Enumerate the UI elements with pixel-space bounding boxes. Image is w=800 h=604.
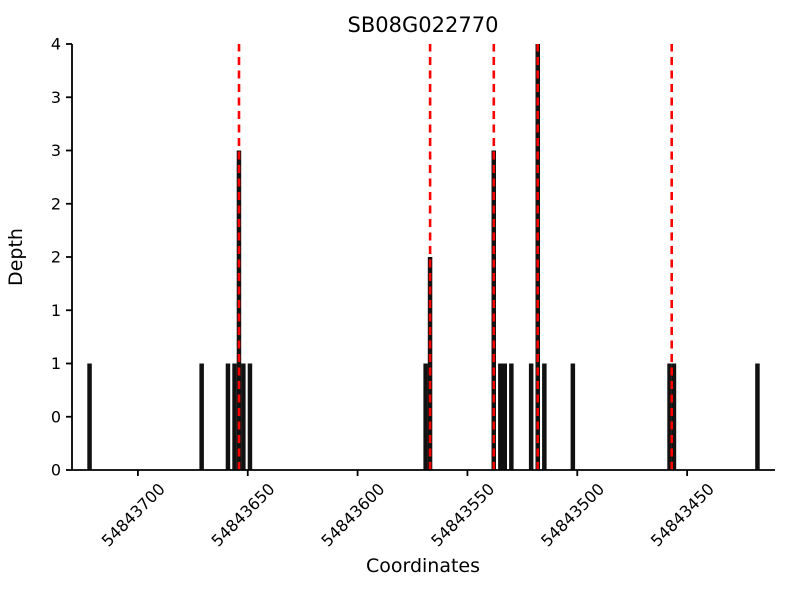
depth-bar <box>427 257 433 470</box>
y-tick-label: 0 <box>51 407 61 426</box>
depth-bar <box>755 363 760 470</box>
y-tick-label: 2 <box>51 248 61 267</box>
depth-bar <box>423 363 428 470</box>
depth-bar <box>491 150 496 470</box>
x-tick-label: 54843550 <box>427 479 498 550</box>
depth-bar <box>225 363 231 470</box>
axes-layer: 0 0 1 1 2 2 3 3 4 54843700 54843650 54843600 5484355… <box>51 35 775 550</box>
x-tick-label: 54843650 <box>208 479 279 550</box>
y-tick-label: 3 <box>51 141 61 160</box>
depth-bar <box>535 44 540 470</box>
depth-bar <box>236 150 242 470</box>
depth-bar <box>502 363 507 470</box>
chart-title: SB08G022770 <box>348 13 499 37</box>
marker-lines-layer <box>237 44 674 470</box>
y-tick-label: 0 <box>51 461 61 480</box>
y-tick-label: 1 <box>51 354 61 373</box>
depth-bar <box>232 363 237 470</box>
depth-bar <box>671 363 677 470</box>
y-tick-label: 1 <box>51 301 61 320</box>
depth-bar <box>87 363 92 470</box>
depth-bar <box>241 363 246 470</box>
depth-bar <box>498 363 503 470</box>
x-axis-label: Coordinates <box>366 555 480 577</box>
x-tick-label: 54843500 <box>537 479 608 550</box>
bars-layer <box>87 44 760 470</box>
y-tick-label: 3 <box>51 88 61 107</box>
depth-bar <box>199 363 204 470</box>
x-tick-label: 54843450 <box>647 479 718 550</box>
x-tick-label: 54843600 <box>317 479 388 550</box>
y-tick-label: 4 <box>51 35 61 54</box>
y-tick-label: 2 <box>51 194 61 213</box>
y-axis-label: Depth <box>5 228 27 286</box>
depth-bar <box>247 363 253 470</box>
x-tick-label: 54843700 <box>98 479 169 550</box>
depth-bar <box>570 363 576 470</box>
depth-bar <box>528 363 534 470</box>
depth-bar <box>542 363 547 470</box>
depth-bar <box>509 363 514 470</box>
depth-bar <box>667 363 672 470</box>
